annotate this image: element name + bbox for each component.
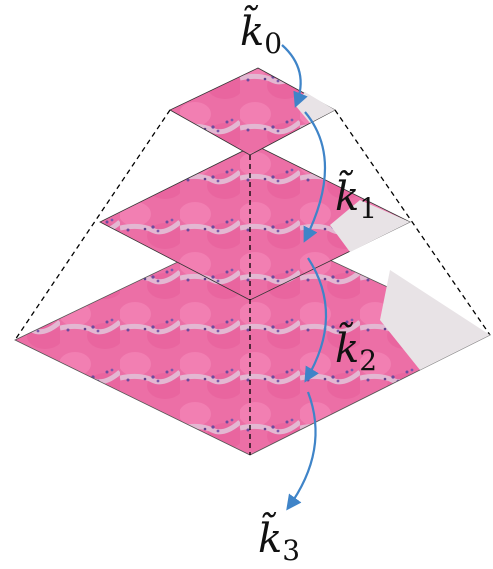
label-k0: k̃0: [240, 5, 282, 60]
subscript: 2: [359, 344, 377, 377]
label-k3: k̃3: [258, 512, 300, 567]
symbol: k̃: [258, 512, 282, 562]
pyramid-diagram: k̃0 k̃1 k̃2 k̃3: [0, 0, 493, 569]
symbol: k̃: [240, 5, 264, 55]
tile-level-0: [170, 68, 335, 155]
subscript: 3: [282, 534, 300, 567]
symbol: k̃: [335, 322, 359, 372]
symbol: k̃: [335, 170, 359, 220]
subscript: 1: [359, 192, 377, 225]
label-k1: k̃1: [335, 170, 377, 225]
subscript: 0: [264, 27, 282, 60]
